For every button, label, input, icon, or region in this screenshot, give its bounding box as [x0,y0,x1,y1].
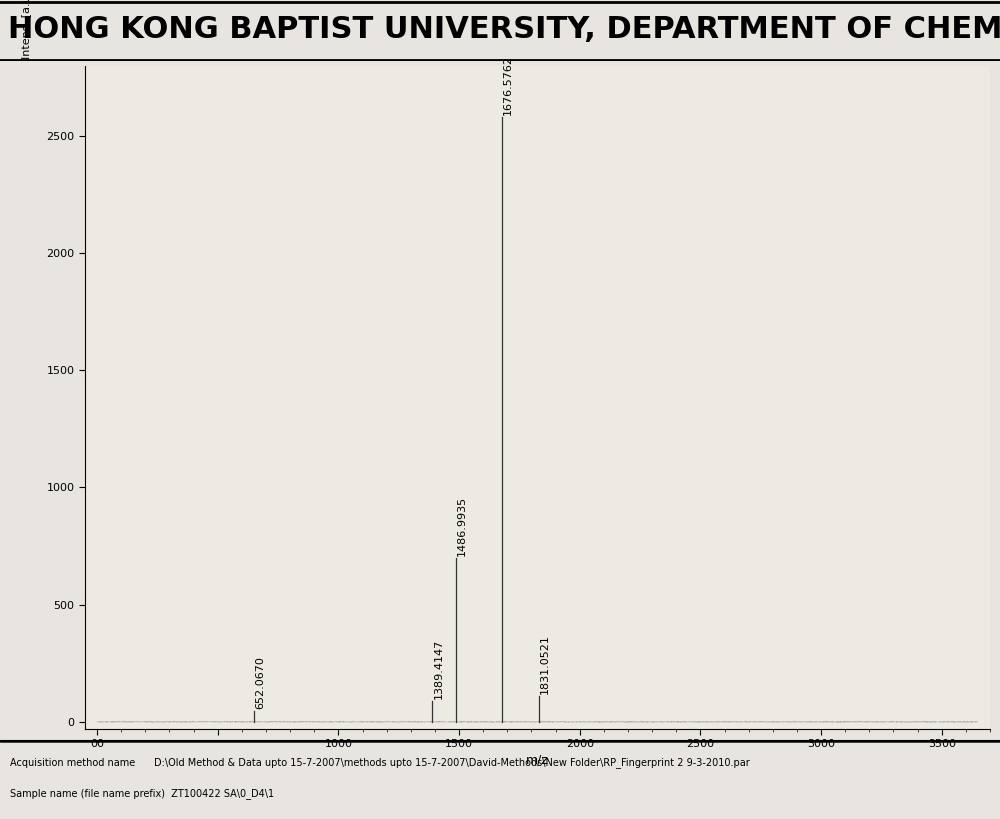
Text: HONG KONG BAPTIST UNIVERSITY, DEPARTMENT OF CHEMIST: HONG KONG BAPTIST UNIVERSITY, DEPARTMENT… [8,15,1000,44]
Text: 1486.9935: 1486.9935 [457,495,467,556]
Text: Intens. [a.u.]: Intens. [a.u.] [21,0,31,59]
Text: 652.0670: 652.0670 [255,657,265,709]
Text: 1389.4147: 1389.4147 [433,639,443,699]
Text: 1676.5762: 1676.5762 [503,55,513,115]
Text: Sample name (file name prefix)  ZT100422 SA\0_D4\1: Sample name (file name prefix) ZT100422 … [10,788,274,799]
X-axis label: m/z: m/z [526,753,549,767]
Text: Acquisition method name      D:\Old Method & Data upto 15-7-2007\methods upto 15: Acquisition method name D:\Old Method & … [10,758,750,768]
Text: 1831.0521: 1831.0521 [540,635,550,695]
